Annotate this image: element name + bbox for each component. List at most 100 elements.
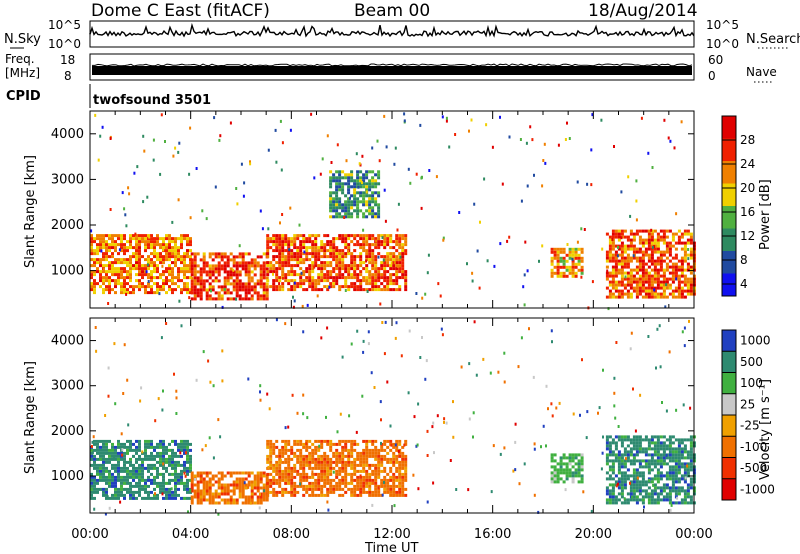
power-echo-cell — [250, 258, 254, 262]
velocity-echo-cell — [338, 454, 342, 458]
velocity-echo-cell — [114, 451, 117, 455]
velocity-echo-cell — [186, 490, 189, 494]
velocity-echo-cell — [269, 484, 273, 488]
power-echo-cell — [398, 261, 402, 265]
power-echo-cell — [574, 253, 578, 257]
power-echo-cell — [114, 249, 117, 253]
velocity-echo-cell — [117, 466, 120, 470]
velocity-echo-cell — [638, 441, 642, 445]
power-echo-cell — [611, 247, 615, 251]
power-echo-cell — [156, 282, 159, 286]
velocity-echo-cell — [344, 439, 348, 443]
power-echo-cell — [374, 288, 378, 292]
velocity-echo-cell — [293, 484, 297, 488]
power-echo-cell — [265, 276, 269, 280]
power-echo-cell — [341, 285, 345, 289]
power-echo-cell — [383, 240, 387, 244]
power-echo-cell — [117, 234, 120, 238]
velocity-echo-cell — [126, 481, 129, 485]
velocity-echo-cell — [556, 462, 560, 466]
velocity-echo-cell — [356, 487, 360, 491]
power-echo-cell — [138, 237, 141, 241]
power-echo-cell — [218, 138, 221, 142]
power-echo-cell — [626, 289, 630, 293]
velocity-echo-cell — [674, 492, 678, 496]
power-echo-cell — [317, 255, 321, 259]
power-echo-cell — [90, 270, 93, 274]
velocity-echo-cell — [156, 445, 159, 449]
velocity-echo-cell — [269, 454, 273, 458]
power-echo-cell — [196, 252, 200, 256]
velocity-echo-cell — [156, 493, 159, 497]
velocity-echo-cell — [668, 477, 672, 481]
power-echo-cell — [138, 261, 141, 265]
power-echo-cell — [211, 285, 215, 289]
power-echo-cell — [129, 261, 132, 265]
velocity-echo-cell — [93, 457, 96, 461]
velocity-echo-cell — [272, 442, 276, 446]
power-echo-cell — [395, 276, 399, 280]
velocity-echo-cell — [350, 481, 354, 485]
velocity-echo-cell — [211, 474, 215, 478]
power-echo-cell — [193, 258, 197, 262]
power-echo-cell — [689, 271, 693, 275]
power-ytick-label: 3000 — [51, 172, 84, 187]
power-echo-cell — [350, 264, 354, 268]
velocity-echo-cell — [392, 451, 396, 455]
power-echo-cell — [144, 234, 147, 238]
power-echo-cell — [332, 285, 336, 289]
velocity-echo-cell — [677, 447, 681, 451]
power-echo-cell — [272, 249, 276, 253]
power-echo-cell — [562, 247, 566, 251]
velocity-echo-cell — [189, 469, 192, 473]
velocity-echo-cell — [102, 487, 105, 491]
power-echo-cell — [656, 247, 660, 251]
power-echo-cell — [362, 240, 366, 244]
power-echo-cell — [377, 276, 381, 280]
power-echo-cell — [656, 256, 660, 260]
velocity-echo-cell — [341, 469, 345, 473]
power-echo-cell — [680, 241, 684, 245]
power-echo-cell — [605, 295, 609, 299]
power-echo-cell — [580, 256, 584, 260]
velocity-echo-cell — [308, 475, 312, 479]
velocity-echo-cell — [605, 444, 609, 448]
power-echo-cell — [226, 282, 230, 286]
power-echo-cell — [108, 249, 111, 253]
power-echo-cell — [359, 279, 363, 283]
power-echo-cell — [138, 267, 141, 271]
velocity-echo-cell — [275, 445, 279, 449]
velocity-echo-cell — [647, 468, 651, 472]
velocity-echo-cell — [180, 442, 183, 446]
velocity-echo-cell — [665, 498, 669, 502]
velocity-echo-cell — [579, 413, 581, 417]
velocity-echo-cell — [415, 444, 418, 448]
velocity-echo-cell — [108, 451, 111, 455]
velocity-echo-cell — [347, 487, 351, 491]
power-echo-cell — [120, 258, 123, 262]
velocity-echo-cell — [284, 478, 288, 482]
velocity-echo-cell — [503, 446, 506, 450]
power-echo-cell — [223, 279, 227, 283]
velocity-echo-cell — [249, 501, 252, 505]
power-echo-cell — [284, 240, 288, 244]
power-echo-cell — [329, 200, 333, 204]
velocity-echo-cell — [404, 454, 408, 458]
power-echo-cell — [168, 270, 171, 274]
velocity-echo-cell — [449, 459, 452, 462]
velocity-echo-cell — [171, 466, 174, 470]
power-echo-cell — [235, 294, 239, 298]
velocity-echo-cell — [677, 456, 681, 460]
power-echo-cell — [150, 240, 153, 244]
power-echo-cell — [262, 273, 266, 277]
power-echo-cell — [344, 215, 348, 219]
velocity-colorbar-swatch — [722, 393, 736, 416]
velocity-echo-cell — [189, 463, 192, 467]
velocity-echo-cell — [171, 457, 174, 461]
velocity-echo-cell — [317, 454, 321, 458]
velocity-echo-cell — [356, 457, 360, 461]
power-echo-cell — [253, 282, 257, 286]
power-echo-cell — [371, 237, 375, 241]
power-echo-cell — [256, 264, 260, 268]
power-echo-cell — [129, 240, 132, 244]
